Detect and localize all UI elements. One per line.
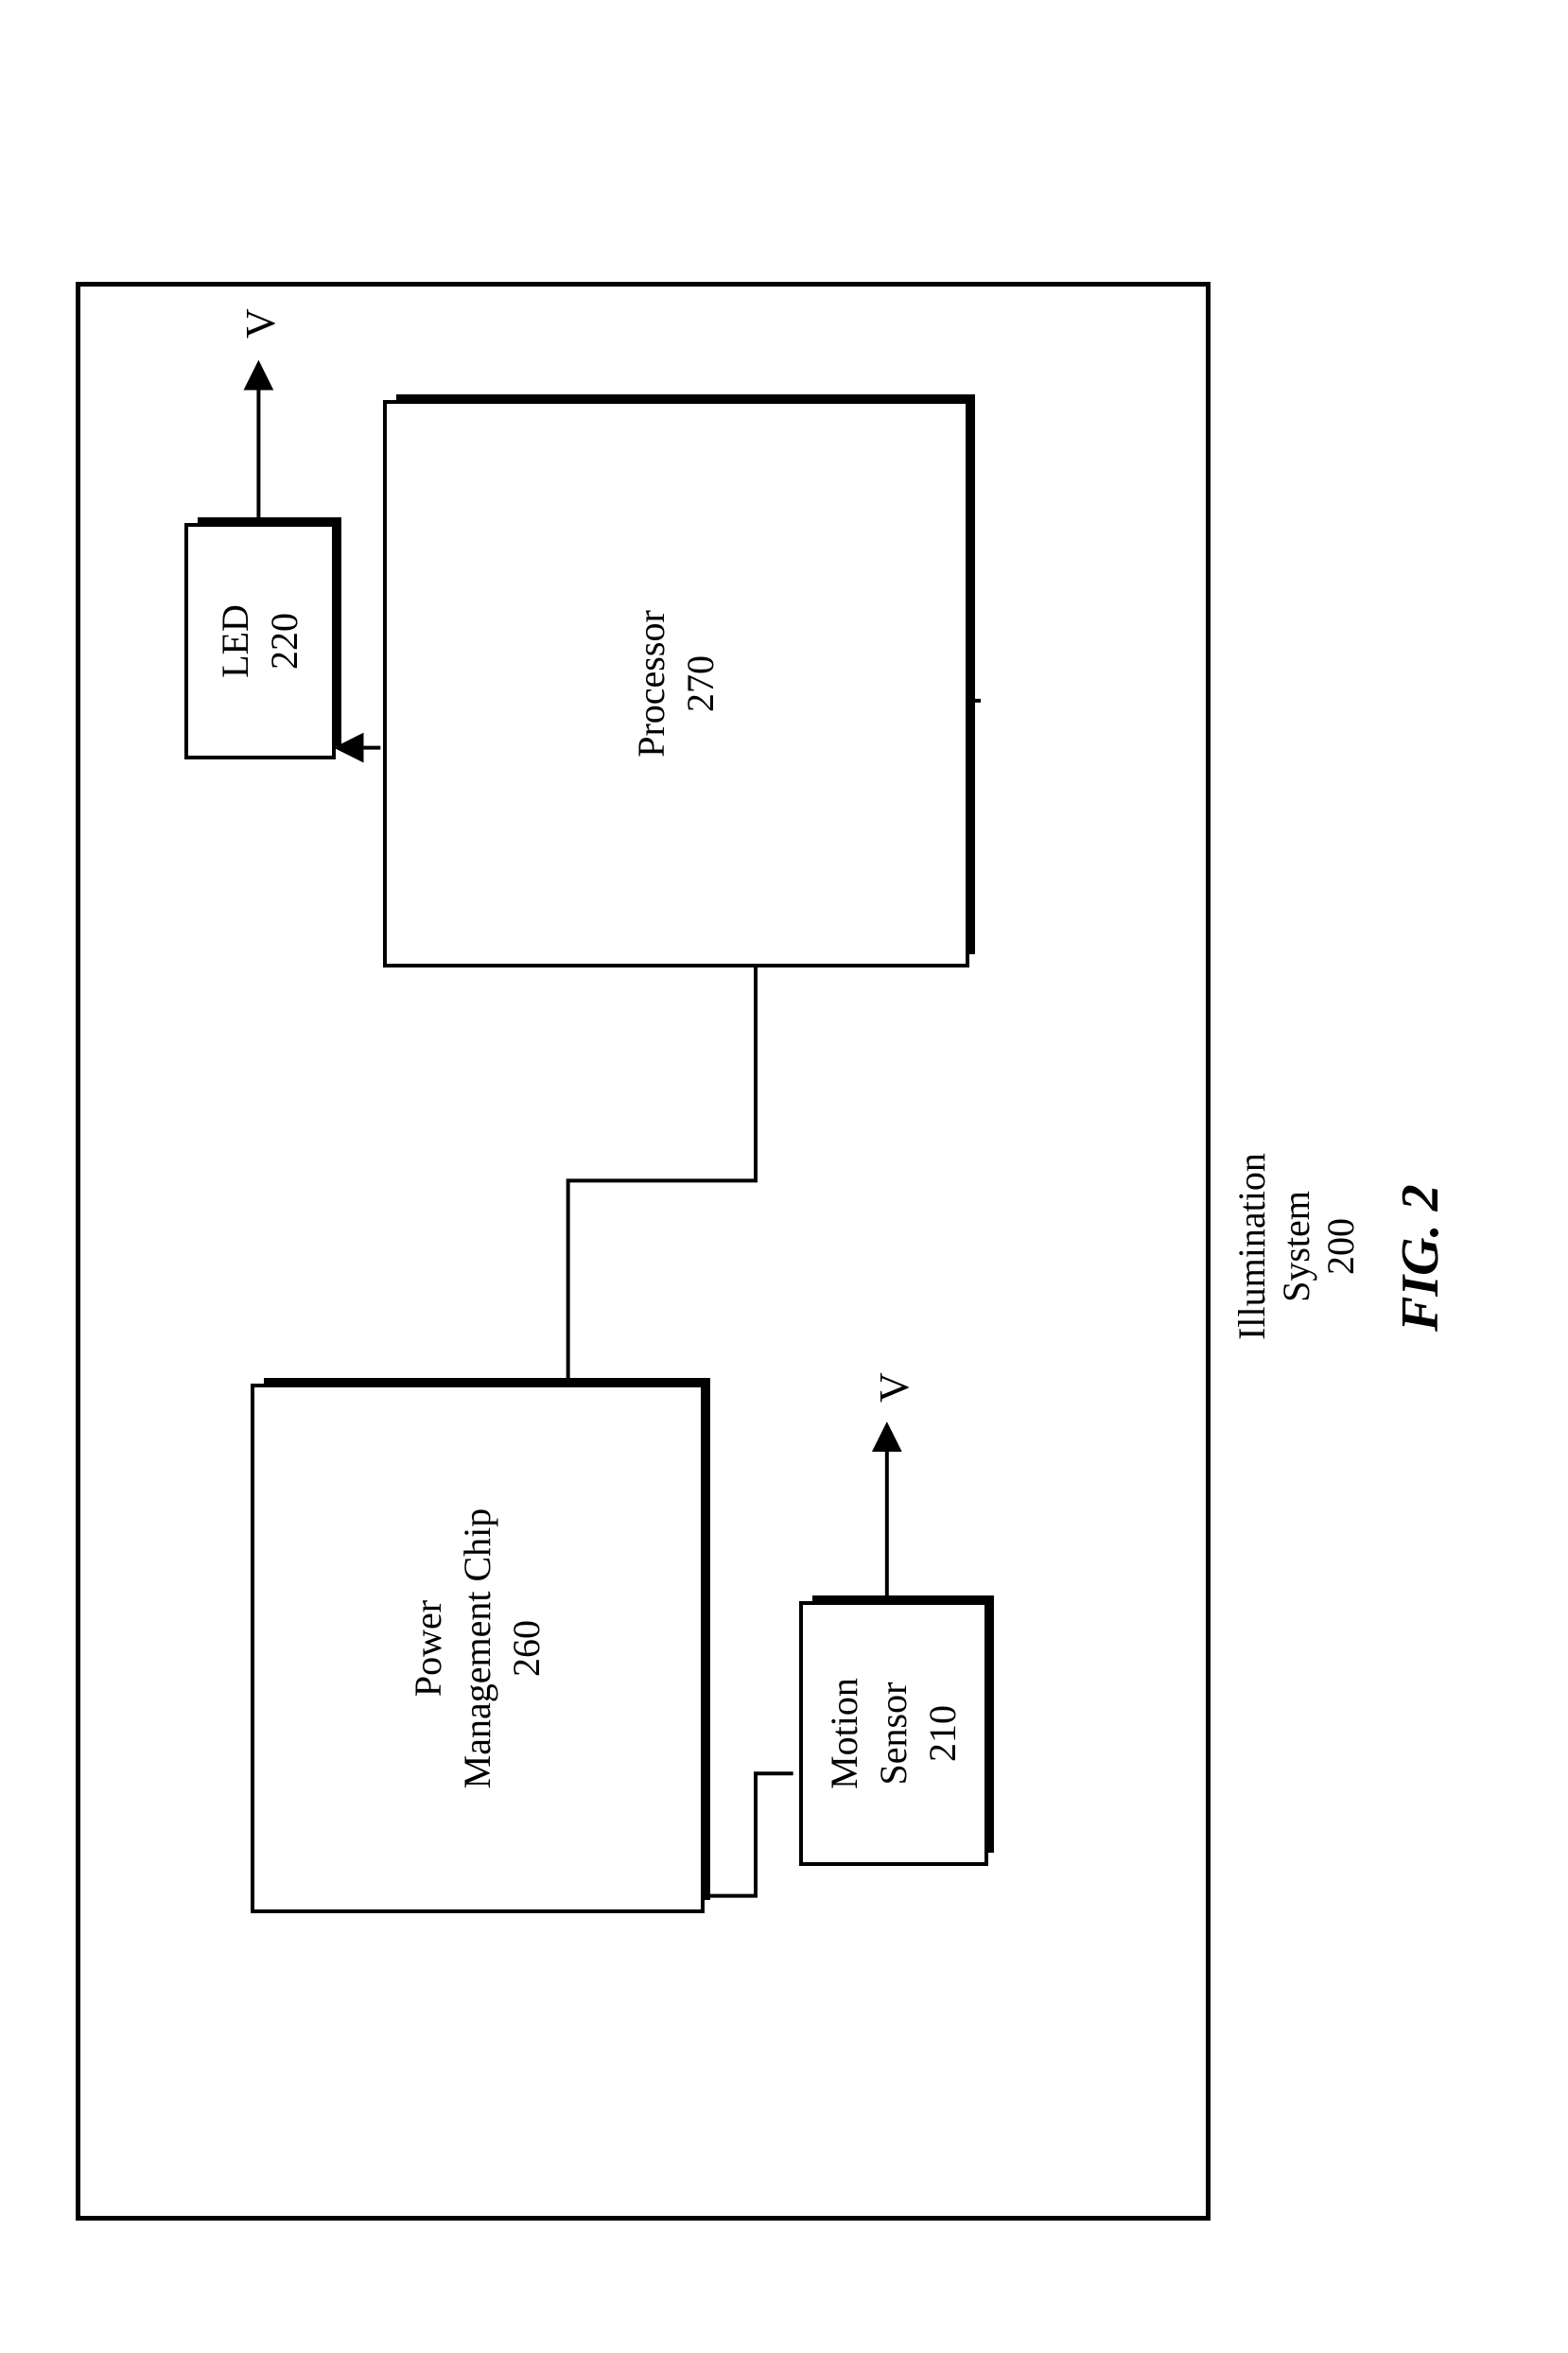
v-label-motion-sensor: V	[870, 1372, 918, 1403]
power-management-chip-block: Power Management Chip 260	[251, 1384, 705, 1913]
power-management-line1: Power	[407, 1600, 449, 1697]
led-label: LED 220	[211, 604, 309, 678]
power-management-label: Power Management Chip 260	[404, 1508, 551, 1789]
system-name: Illumination System	[1230, 1153, 1317, 1340]
processor-number: 270	[679, 655, 722, 712]
motion-sensor-block: Motion Sensor 210	[799, 1601, 988, 1866]
motion-sensor-line1: Motion	[823, 1678, 865, 1789]
diagram-frame: Power Management Chip 260 Motion Sensor …	[76, 282, 1211, 2221]
led-line1: LED	[214, 604, 256, 678]
power-management-number: 260	[505, 1620, 548, 1677]
led-block: LED 220	[184, 523, 336, 759]
system-number: 200	[1319, 1218, 1362, 1275]
processor-block: Processor 270	[383, 400, 969, 967]
processor-line1: Processor	[630, 610, 672, 758]
processor-label: Processor 270	[627, 610, 725, 758]
v-label-led: V	[236, 308, 285, 339]
figure-caption: FIG. 2	[1390, 1184, 1451, 1332]
motion-sensor-label: Motion Sensor 210	[820, 1678, 967, 1789]
power-management-line2: Management Chip	[456, 1508, 498, 1789]
system-caption: Illumination System 200	[1229, 1105, 1363, 1388]
led-number: 220	[263, 613, 305, 670]
motion-sensor-line2: Sensor	[872, 1682, 915, 1786]
motion-sensor-number: 210	[921, 1705, 964, 1762]
